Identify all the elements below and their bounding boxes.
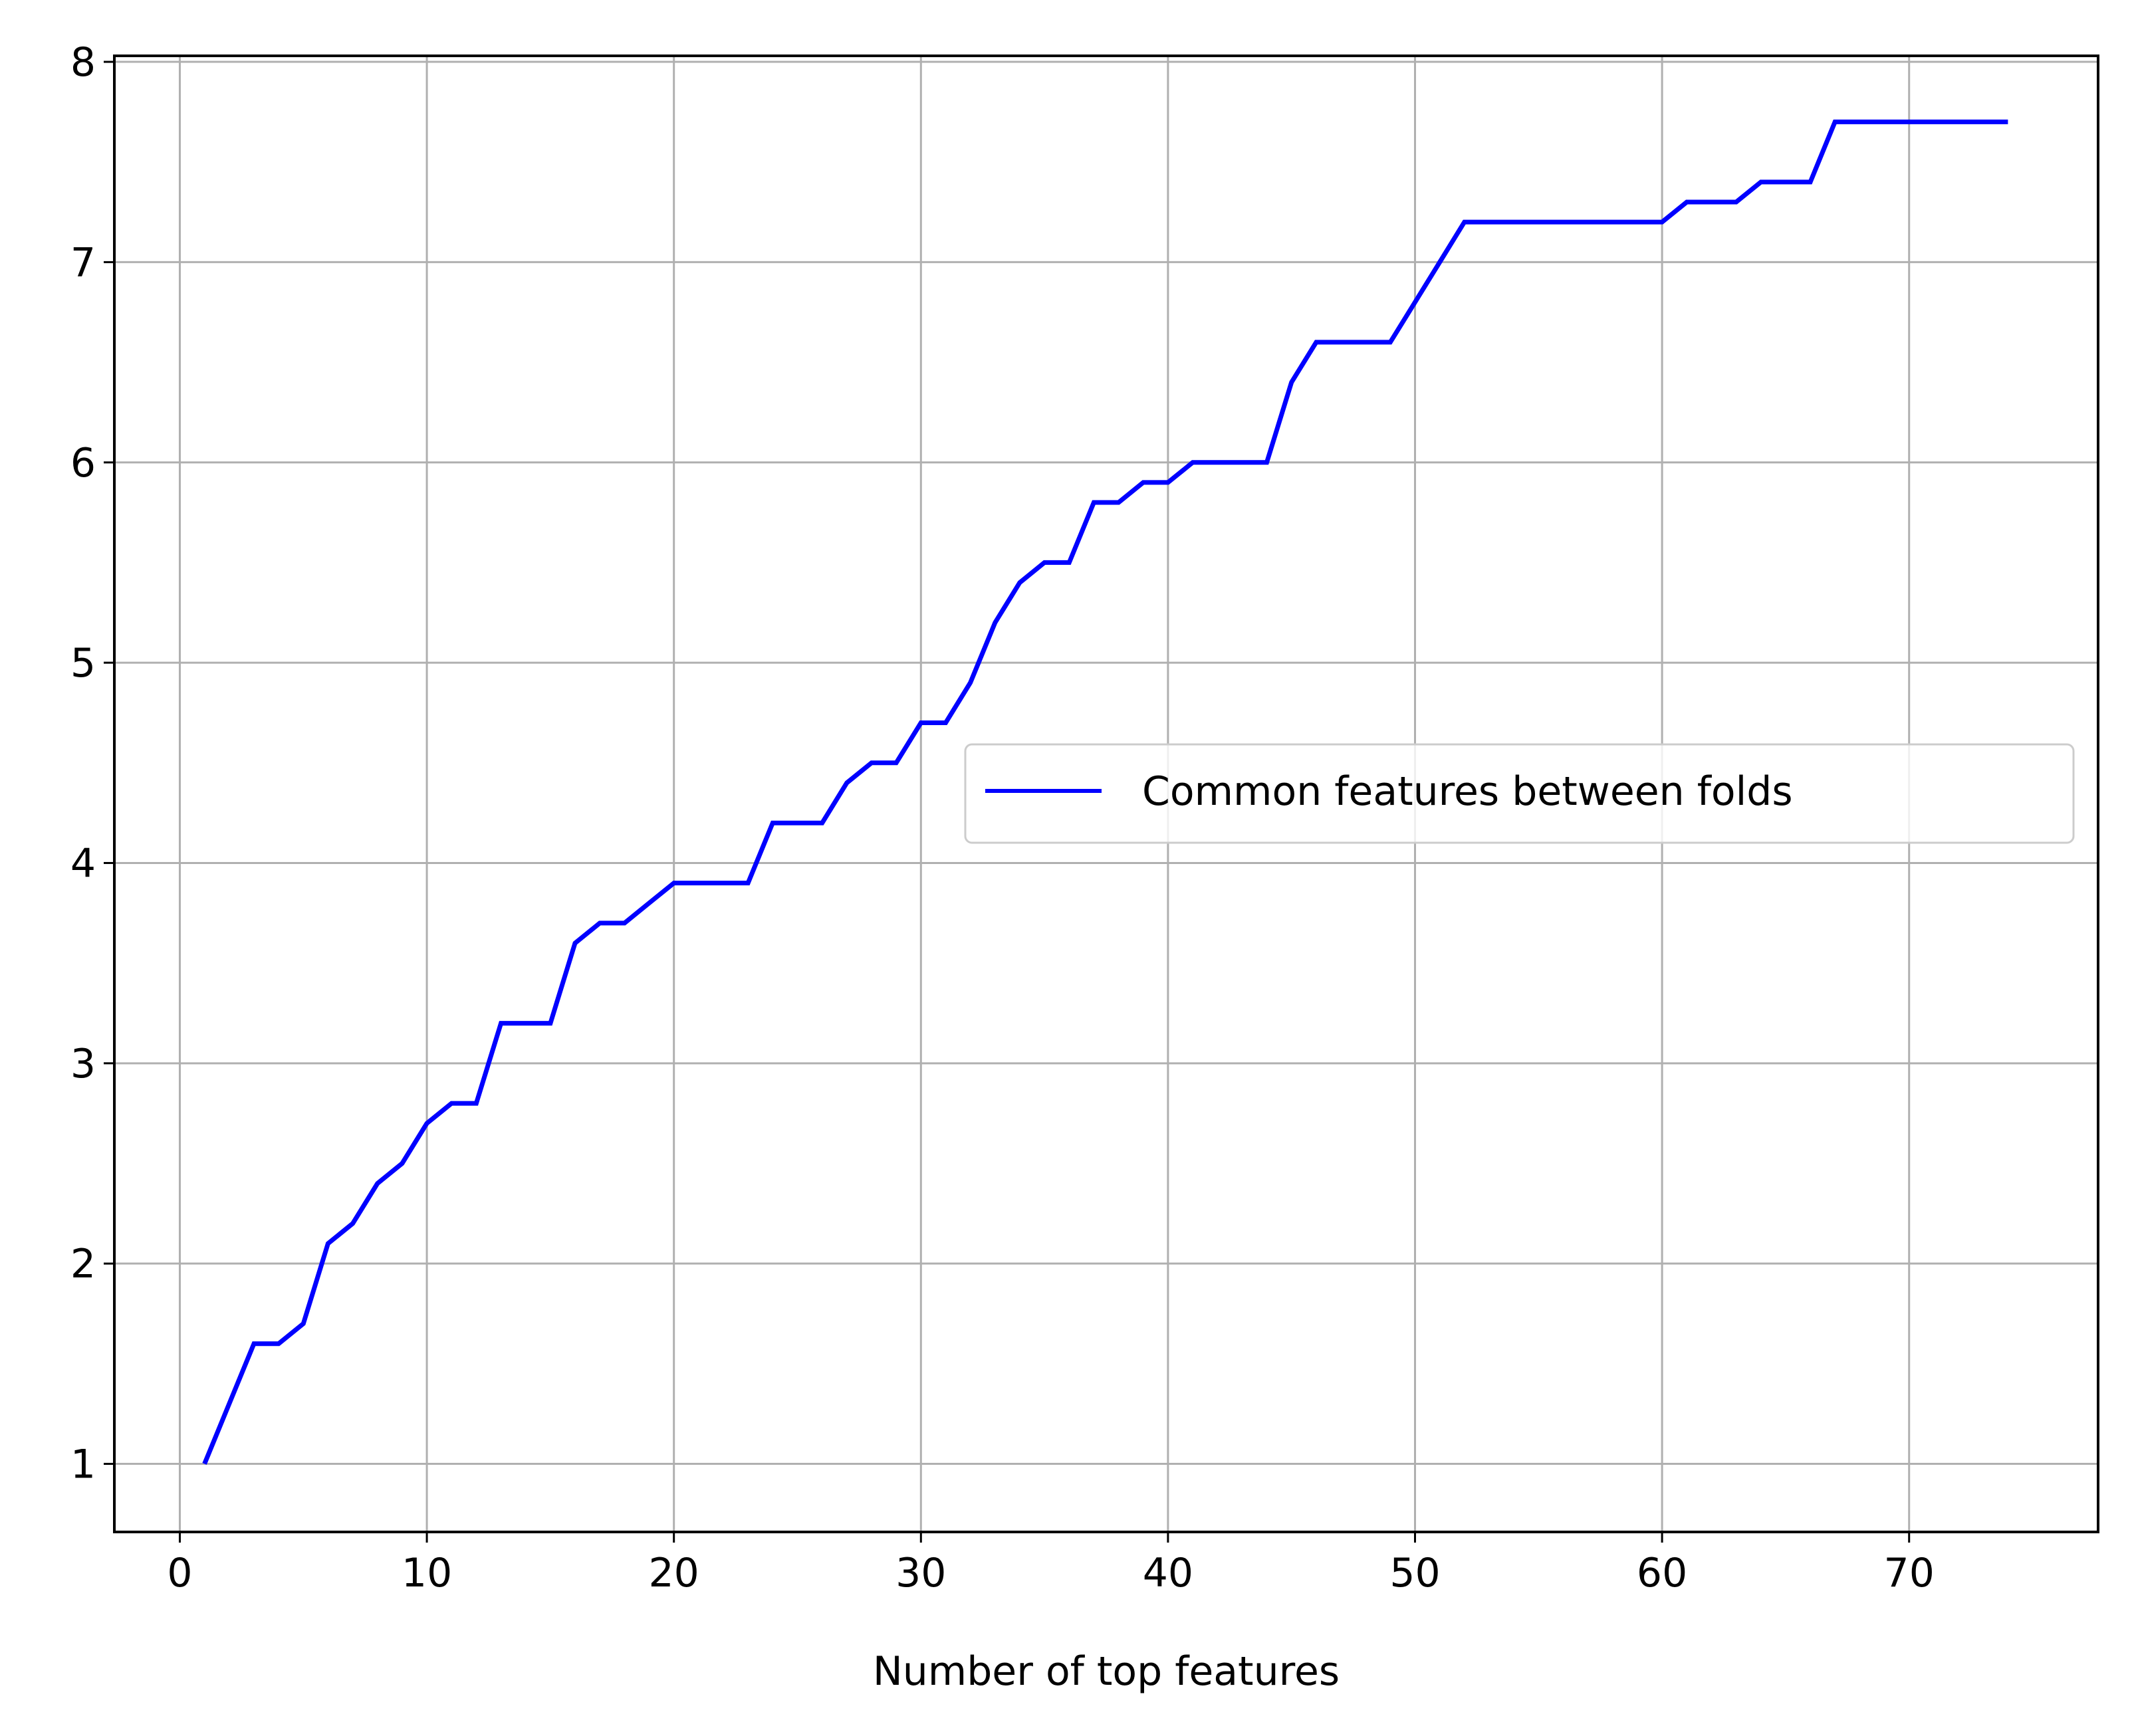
y-tick-label: 4 [70,840,96,887]
legend-box [964,743,2075,844]
x-tick-label: 10 [402,1550,452,1596]
x-tick-label: 70 [1884,1550,1935,1596]
legend-label: Common features between folds [1142,768,1793,815]
axes-frame [113,54,2099,1533]
legend: Common features between folds [964,743,2075,844]
y-tick-label: 7 [70,239,96,286]
y-tick-label: 1 [70,1442,96,1488]
series-layer [202,119,2008,1465]
x-tick-label: 20 [649,1550,699,1596]
x-tick-label: 0 [167,1550,192,1596]
ticks: 0 10 20 30 40 50 60 70 1 2 3 4 5 6 7 8 [70,39,1935,1596]
y-tick-label: 2 [70,1241,96,1287]
x-axis-title: Number of top features [873,1648,1340,1695]
y-tick-label: 5 [70,640,96,687]
x-tick-label: 40 [1143,1550,1193,1596]
x-tick-label: 30 [895,1550,946,1596]
y-tick-label: 6 [70,440,96,487]
x-tick-label: 50 [1389,1550,1440,1596]
series-line [202,119,2008,1465]
x-tick-label: 60 [1637,1550,1687,1596]
y-tick-label: 3 [70,1041,96,1087]
y-tick-label: 8 [70,39,96,86]
